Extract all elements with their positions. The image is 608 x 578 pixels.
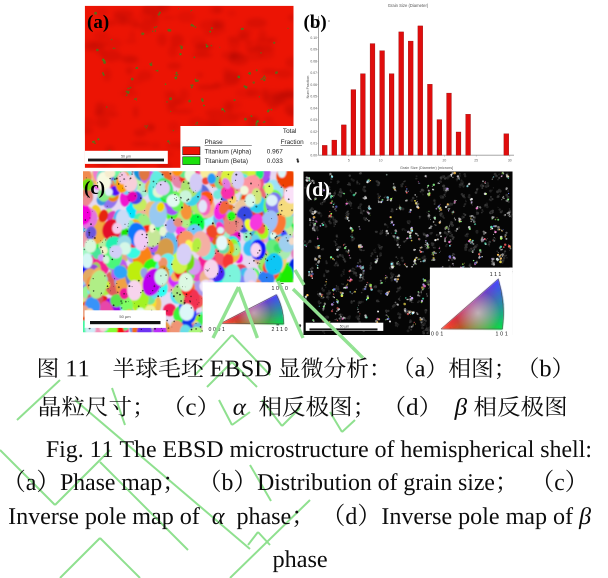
svg-text:0.02: 0.02 (310, 130, 317, 134)
svg-text:10: 10 (379, 159, 383, 163)
svg-text:0.04: 0.04 (310, 106, 317, 110)
svg-text:50 µm: 50 µm (119, 314, 131, 319)
svg-text:2110: 2110 (272, 327, 290, 333)
svg-text:0.08: 0.08 (310, 59, 317, 63)
svg-text:0.09: 0.09 (310, 48, 317, 52)
svg-text:25: 25 (474, 159, 478, 163)
svg-text:(c): (c) (84, 178, 105, 199)
svg-text:Titanium (Beta): Titanium (Beta) (205, 158, 248, 165)
svg-text:0.00: 0.00 (310, 153, 317, 157)
svg-text:0.033: 0.033 (267, 158, 283, 165)
svg-text:Total: Total (283, 128, 297, 135)
svg-text:101: 101 (496, 331, 510, 337)
svg-text:Grain Size (Diameter) [microns: Grain Size (Diameter) [microns] (400, 166, 453, 170)
svg-text:001: 001 (431, 331, 445, 337)
svg-text:0.07: 0.07 (310, 71, 317, 75)
svg-text:Phase: Phase (205, 139, 224, 146)
svg-text:0.967: 0.967 (267, 149, 283, 156)
svg-text:30: 30 (508, 159, 512, 163)
svg-text:0.03: 0.03 (310, 118, 317, 122)
svg-text:(a): (a) (87, 12, 109, 33)
svg-text:0.01: 0.01 (310, 142, 317, 146)
svg-text:50 µm: 50 µm (340, 324, 350, 328)
svg-text:50 µm: 50 µm (121, 154, 131, 158)
svg-text:0.10: 0.10 (310, 36, 317, 40)
svg-text:Grain Size (Diameter): Grain Size (Diameter) (388, 3, 429, 8)
svg-text:0.05: 0.05 (310, 95, 317, 99)
svg-text:(b): (b) (304, 12, 327, 33)
svg-text:Titanium (Alpha): Titanium (Alpha) (205, 149, 252, 156)
svg-text:0.11: 0.11 (311, 24, 317, 28)
svg-text:Num Fraction: Num Fraction (306, 76, 310, 99)
svg-text:Fraction: Fraction (281, 139, 305, 146)
svg-text:(d): (d) (306, 179, 330, 201)
svg-text:5: 5 (348, 159, 350, 163)
svg-text:111: 111 (490, 272, 503, 278)
svg-text:0.06: 0.06 (310, 83, 317, 87)
svg-text:20: 20 (443, 159, 447, 163)
